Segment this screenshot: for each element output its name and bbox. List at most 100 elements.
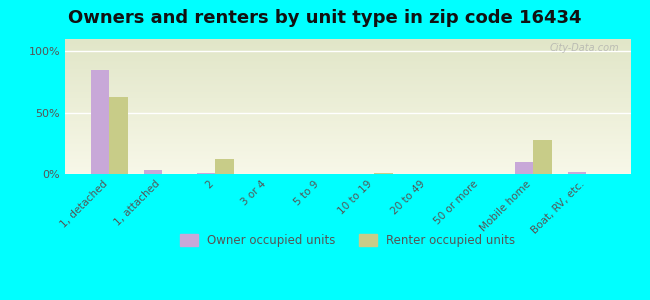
Bar — [65, 150, 630, 151]
Bar — [65, 96, 630, 97]
Bar — [65, 167, 630, 169]
Bar — [65, 90, 630, 92]
Bar — [65, 42, 630, 43]
Bar — [65, 50, 630, 51]
Bar — [515, 162, 533, 174]
Bar — [65, 46, 630, 47]
Bar — [65, 89, 630, 90]
Bar — [65, 132, 630, 134]
Bar — [65, 58, 630, 59]
Bar — [65, 148, 630, 150]
Bar — [65, 71, 630, 73]
Bar — [65, 166, 630, 167]
Bar — [65, 135, 630, 136]
Bar — [65, 82, 630, 83]
Bar — [65, 136, 630, 137]
Bar — [65, 116, 630, 117]
Bar — [65, 155, 630, 156]
Bar — [65, 140, 630, 142]
Bar — [65, 69, 630, 70]
Bar — [65, 83, 630, 85]
Bar — [65, 139, 630, 140]
Bar — [65, 170, 630, 171]
Bar — [65, 160, 630, 162]
Bar — [65, 52, 630, 54]
Text: Owners and renters by unit type in zip code 16434: Owners and renters by unit type in zip c… — [68, 9, 582, 27]
Bar — [65, 78, 630, 80]
Bar — [65, 103, 630, 104]
Bar — [65, 115, 630, 116]
Bar — [65, 104, 630, 105]
Bar — [65, 125, 630, 127]
Bar — [65, 127, 630, 128]
Bar — [65, 62, 630, 63]
Bar — [65, 47, 630, 48]
Bar — [65, 152, 630, 154]
Bar — [374, 173, 393, 174]
Bar — [65, 98, 630, 100]
Bar — [65, 134, 630, 135]
Bar — [65, 77, 630, 78]
Bar — [65, 137, 630, 139]
Bar — [65, 171, 630, 173]
Bar — [65, 86, 630, 88]
Text: City-Data.com: City-Data.com — [549, 43, 619, 53]
Bar — [65, 40, 630, 42]
Bar — [65, 113, 630, 115]
Bar — [65, 100, 630, 101]
Bar — [65, 163, 630, 164]
Bar — [65, 97, 630, 98]
Bar — [65, 111, 630, 112]
Bar — [65, 80, 630, 81]
Bar — [65, 112, 630, 113]
Bar — [197, 173, 215, 174]
Bar — [65, 70, 630, 71]
Bar — [65, 44, 630, 46]
Bar — [91, 70, 109, 174]
Bar — [65, 108, 630, 109]
Bar — [65, 162, 630, 163]
Bar — [65, 63, 630, 64]
Bar — [65, 173, 630, 174]
Bar — [65, 123, 630, 124]
Bar — [65, 85, 630, 86]
Bar — [567, 172, 586, 174]
Bar — [65, 164, 630, 166]
Bar — [65, 146, 630, 147]
Bar — [65, 39, 630, 40]
Bar — [65, 158, 630, 159]
Bar — [65, 56, 630, 58]
Bar — [65, 128, 630, 129]
Bar — [65, 76, 630, 77]
Bar — [65, 93, 630, 94]
Bar — [533, 140, 552, 174]
Bar — [65, 61, 630, 62]
Bar — [65, 64, 630, 66]
Bar — [65, 74, 630, 75]
Bar — [65, 121, 630, 123]
Bar — [65, 124, 630, 125]
Bar — [65, 66, 630, 67]
Bar — [65, 147, 630, 148]
Bar — [65, 92, 630, 93]
Bar — [65, 157, 630, 158]
Bar — [65, 48, 630, 50]
Bar — [65, 94, 630, 96]
Bar — [65, 67, 630, 69]
Bar — [65, 169, 630, 170]
Bar — [65, 154, 630, 155]
Bar — [65, 55, 630, 56]
Bar — [65, 142, 630, 143]
Bar — [65, 88, 630, 89]
Bar — [65, 118, 630, 120]
Bar — [65, 131, 630, 132]
Bar — [65, 159, 630, 160]
Bar — [65, 117, 630, 119]
Bar — [65, 143, 630, 144]
Bar — [65, 109, 630, 111]
Bar — [215, 159, 234, 174]
Bar — [65, 106, 630, 108]
Bar — [65, 51, 630, 52]
Bar — [65, 151, 630, 152]
Bar — [65, 130, 630, 131]
